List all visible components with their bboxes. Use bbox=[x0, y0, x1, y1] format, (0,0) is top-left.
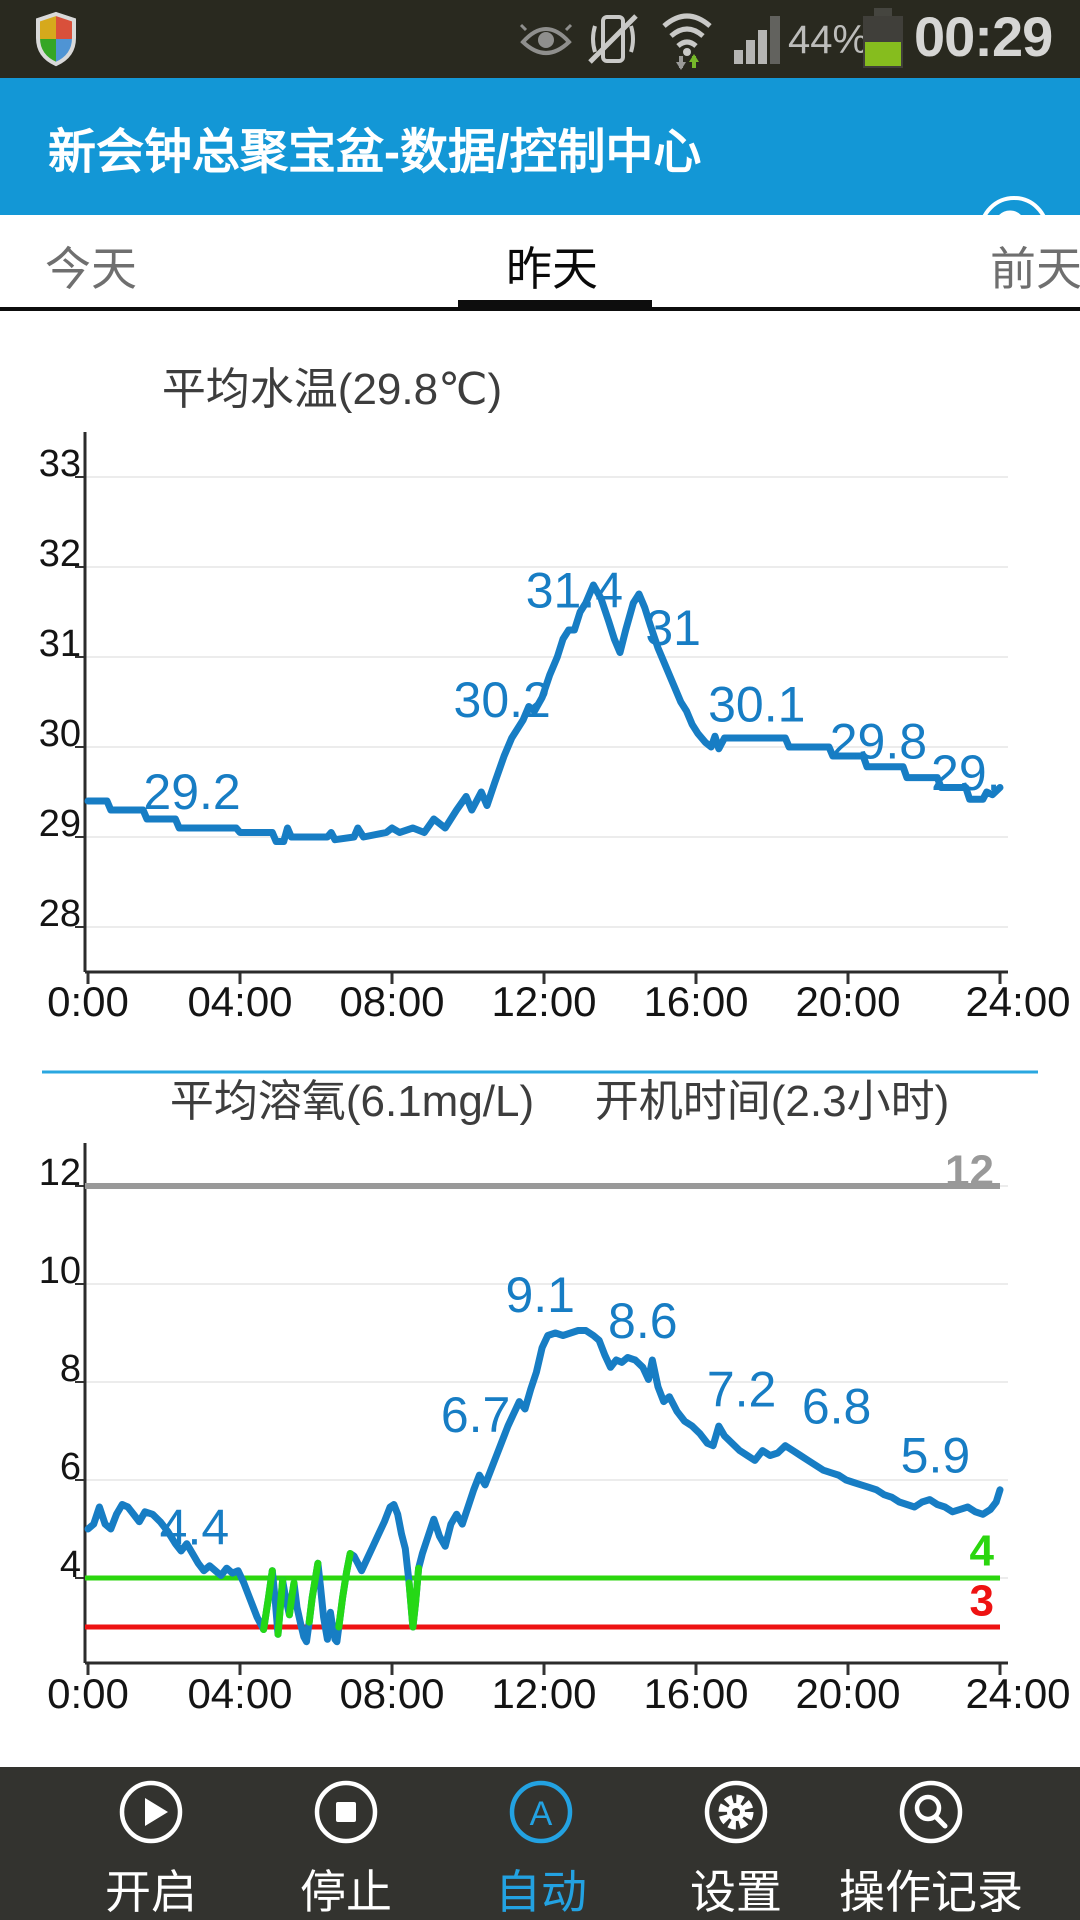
chart-title: 平均溶氧(6.1mg/L) bbox=[170, 1077, 534, 1126]
x-tick-label: 24:00 bbox=[965, 1670, 1070, 1717]
battery-icon bbox=[863, 8, 903, 68]
wifi-updown-icon bbox=[662, 13, 712, 70]
magnifier-icon bbox=[899, 1780, 963, 1844]
limit-line-label: 4 bbox=[970, 1527, 995, 1576]
point-value-label: 8.6 bbox=[608, 1293, 678, 1349]
point-value-label: 4.4 bbox=[160, 1500, 230, 1556]
point-value-label: 5.9 bbox=[901, 1428, 971, 1484]
bottom-nav-bar: 开启 停止 A 自动 设置 bbox=[0, 1767, 1080, 1920]
point-value-label: 31.4 bbox=[526, 562, 623, 618]
nav-stop-button[interactable]: 停止 bbox=[246, 1777, 446, 1920]
y-tick-label: 30 bbox=[39, 713, 81, 755]
nav-operation-log-button[interactable]: 操作记录 bbox=[831, 1777, 1031, 1920]
y-tick-label: 6 bbox=[60, 1446, 81, 1488]
y-tick-label: 4 bbox=[60, 1544, 81, 1586]
nav-label: 设置 bbox=[690, 1866, 782, 1918]
status-time: 00:29 bbox=[914, 5, 1053, 68]
chart-title: 平均水温(29.8℃) bbox=[162, 365, 502, 414]
nav-label: 自动 bbox=[495, 1866, 587, 1918]
battery-percent: 44% bbox=[788, 18, 869, 62]
x-tick-label: 0:00 bbox=[47, 978, 129, 1025]
point-value-label: 7.2 bbox=[707, 1361, 777, 1417]
y-tick-label: 12 bbox=[39, 1152, 81, 1194]
data-line-highlight bbox=[335, 1550, 354, 1631]
y-tick-label: 31 bbox=[39, 623, 81, 665]
nav-settings-button[interactable]: 设置 bbox=[636, 1777, 836, 1920]
data-line-highlight bbox=[305, 1559, 322, 1626]
tab-yesterday[interactable]: 昨天 bbox=[506, 243, 598, 295]
point-value-label: 30.1 bbox=[708, 677, 805, 733]
charts-canvas: 33 32 31 30 29 28 0:00 04:00 08:00 12:00 16:00 20:0… bbox=[39, 365, 1071, 1717]
nav-label: 开启 bbox=[105, 1866, 197, 1918]
tab-day-before[interactable]: 前天 bbox=[990, 243, 1080, 295]
data-line-highlight bbox=[285, 1579, 298, 1619]
x-tick-label: 16:00 bbox=[643, 978, 748, 1025]
date-tab-bar: 今天 昨天 前天 bbox=[0, 215, 1080, 311]
smart-stay-eye-icon bbox=[519, 23, 573, 55]
nav-label: 停止 bbox=[300, 1866, 392, 1918]
limit-line-label: 12 bbox=[945, 1147, 994, 1196]
point-value-label: 29.2 bbox=[143, 764, 240, 820]
signal-bars-icon bbox=[734, 16, 780, 64]
x-tick-label: 08:00 bbox=[339, 978, 444, 1025]
stop-icon bbox=[314, 1780, 378, 1844]
point-value-label: 6.7 bbox=[441, 1387, 511, 1443]
auto-a-icon: A bbox=[509, 1780, 573, 1844]
chart-title-2: 开机时间(2.3小时) bbox=[595, 1077, 949, 1126]
gear-icon bbox=[704, 1780, 768, 1844]
x-tick-label: 16:00 bbox=[643, 1670, 748, 1717]
app-header: 新会钟总聚宝盆-数据/控制中心 bbox=[0, 78, 1080, 266]
y-tick-label: 33 bbox=[39, 443, 81, 485]
point-value-label: 29. bbox=[931, 745, 1001, 801]
play-icon bbox=[119, 1780, 183, 1844]
active-tab-underline bbox=[458, 300, 652, 311]
data-line bbox=[84, 581, 1004, 845]
x-tick-label: 20:00 bbox=[795, 1670, 900, 1717]
data-line bbox=[84, 1327, 1004, 1646]
limit-line-label: 3 bbox=[970, 1577, 994, 1626]
nav-auto-button[interactable]: A 自动 bbox=[441, 1777, 641, 1920]
svg-text:A: A bbox=[530, 1795, 553, 1833]
dissolved-oxygen-chart: 12 10 8 6 4 0:00 04:00 08:00 12:00 16:00 20:00 24:0… bbox=[39, 1077, 1071, 1717]
point-value-label: 30.2 bbox=[454, 672, 551, 728]
x-tick-label: 04:00 bbox=[187, 978, 292, 1025]
y-tick-label: 32 bbox=[39, 533, 81, 575]
data-line-highlight bbox=[405, 1564, 423, 1631]
data-line-highlight bbox=[260, 1567, 276, 1633]
shield-icon bbox=[36, 11, 76, 67]
y-tick-label: 8 bbox=[60, 1348, 81, 1390]
y-tick-label: 10 bbox=[39, 1250, 81, 1292]
data-line-highlight bbox=[274, 1577, 287, 1638]
nav-label: 操作记录 bbox=[839, 1866, 1023, 1918]
x-tick-label: 08:00 bbox=[339, 1670, 444, 1717]
point-value-label: 29.8 bbox=[830, 714, 927, 770]
point-value-label: 6.8 bbox=[802, 1379, 872, 1435]
x-tick-label: 0:00 bbox=[47, 1670, 129, 1717]
y-tick-label: 28 bbox=[39, 893, 81, 935]
point-value-label: 9.1 bbox=[505, 1267, 575, 1323]
tab-today[interactable]: 今天 bbox=[45, 243, 137, 295]
nav-start-button[interactable]: 开启 bbox=[51, 1777, 251, 1920]
x-tick-label: 04:00 bbox=[187, 1670, 292, 1717]
vibrate-mute-icon bbox=[588, 14, 638, 64]
y-tick-label: 29 bbox=[39, 803, 81, 845]
status-bar: 44% 00:29 bbox=[0, 0, 1080, 78]
water-temp-chart: 33 32 31 30 29 28 0:00 04:00 08:00 12:00 16:00 20:0… bbox=[39, 365, 1071, 1025]
point-value-label: 31 bbox=[645, 600, 701, 656]
x-tick-label: 24:00 bbox=[965, 978, 1070, 1025]
x-tick-label: 20:00 bbox=[795, 978, 900, 1025]
page-title: 新会钟总聚宝盆-数据/控制中心 bbox=[48, 125, 702, 179]
x-tick-label: 12:00 bbox=[491, 978, 596, 1025]
x-tick-label: 12:00 bbox=[491, 1670, 596, 1717]
